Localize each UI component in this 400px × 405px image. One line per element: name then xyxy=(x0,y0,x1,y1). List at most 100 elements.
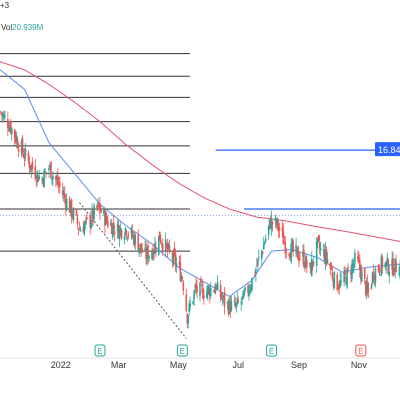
candle-body xyxy=(358,258,360,262)
candle-body xyxy=(387,259,390,274)
earnings-marker[interactable]: E xyxy=(355,344,367,357)
candle-body xyxy=(215,285,218,289)
candle-body xyxy=(299,258,301,260)
candle-body xyxy=(151,252,153,259)
candle-body xyxy=(118,227,121,240)
candle-body xyxy=(7,118,9,129)
candle-body xyxy=(126,237,129,239)
candle-body xyxy=(359,267,362,280)
candle-body xyxy=(281,227,284,232)
candle-body xyxy=(250,287,252,292)
candle-body xyxy=(189,303,191,307)
candle-body xyxy=(201,284,203,287)
candle-body xyxy=(241,296,243,299)
candle-body xyxy=(117,225,120,239)
candle-body xyxy=(138,248,141,254)
candle-body xyxy=(347,267,349,270)
candle-body xyxy=(306,260,308,267)
trend-line[interactable] xyxy=(79,202,187,339)
candle-body xyxy=(75,209,78,216)
candle-body xyxy=(222,295,225,298)
price-badge-text: 16.84 xyxy=(378,145,400,155)
x-axis-tick-label: Jul xyxy=(232,360,244,370)
candle-body xyxy=(372,271,375,280)
candle-body xyxy=(164,239,167,252)
candle-body xyxy=(13,129,16,139)
candle-body xyxy=(83,224,86,235)
candle-body xyxy=(340,280,342,283)
candle-body xyxy=(200,278,202,283)
candle-body xyxy=(317,235,320,241)
candle-body xyxy=(330,266,333,270)
candle-body xyxy=(261,251,264,253)
candle-body xyxy=(42,179,44,185)
candle-body xyxy=(133,235,136,246)
candle-body xyxy=(343,272,345,283)
candle-body xyxy=(282,231,285,245)
candle-body xyxy=(134,234,137,245)
candle-body xyxy=(338,285,341,289)
candle-body xyxy=(23,154,26,159)
candle-body xyxy=(116,223,119,232)
earnings-marker-box xyxy=(266,344,278,357)
candle-body xyxy=(336,274,339,291)
candle-body xyxy=(371,272,374,283)
candle-body xyxy=(139,243,141,250)
candle-body xyxy=(159,239,162,244)
candle-body xyxy=(78,228,81,230)
candle-body xyxy=(153,252,155,255)
candle-body xyxy=(363,268,366,279)
candle-body xyxy=(38,176,41,180)
candle-body xyxy=(148,255,150,259)
candle-body xyxy=(278,227,281,231)
candle-body xyxy=(147,245,149,260)
candle-body xyxy=(229,301,232,313)
candle-body xyxy=(315,241,318,266)
earnings-marker[interactable]: E xyxy=(266,344,278,357)
candle-body xyxy=(262,244,265,250)
earnings-marker[interactable]: E xyxy=(94,344,106,357)
candle-body xyxy=(350,271,352,276)
candle-body xyxy=(324,249,327,265)
candle-body xyxy=(140,243,142,251)
candle-body xyxy=(216,281,219,290)
candle-body xyxy=(242,291,244,300)
candle-body xyxy=(311,261,314,266)
candle-body xyxy=(352,263,354,267)
candle-body xyxy=(339,279,341,287)
candle-body xyxy=(323,250,326,262)
candle-body xyxy=(318,242,321,249)
candle-body xyxy=(331,272,334,279)
candle-body xyxy=(68,198,71,213)
candle-body xyxy=(31,162,34,169)
candle-body xyxy=(71,213,74,218)
candle-body xyxy=(172,251,175,265)
volume-readout: Vol20.939M xyxy=(1,23,44,32)
candle-body xyxy=(393,273,395,275)
candle-body xyxy=(77,228,80,230)
candle-body xyxy=(297,246,299,260)
x-axis-tick-label: May xyxy=(170,360,188,370)
earnings-marker[interactable]: E xyxy=(176,344,188,357)
candle-body xyxy=(130,228,133,234)
candle-body xyxy=(247,286,249,293)
candle-body xyxy=(292,240,294,253)
candle-body xyxy=(119,227,122,231)
candle-body xyxy=(223,292,226,307)
candle-body xyxy=(62,192,65,196)
candle-body xyxy=(166,243,169,252)
candle-body xyxy=(22,154,25,158)
candle-body xyxy=(277,222,280,231)
candle-body xyxy=(180,275,183,282)
candle-body xyxy=(234,303,237,307)
candle-body xyxy=(120,229,123,238)
candle-body xyxy=(171,252,174,261)
candle-body xyxy=(96,205,98,209)
candle-body xyxy=(103,209,105,214)
candle-body xyxy=(309,262,312,274)
candle-body xyxy=(141,248,143,253)
candle-body xyxy=(105,213,107,225)
candle-body xyxy=(97,201,99,207)
candle-body xyxy=(264,238,267,242)
candle-body xyxy=(271,221,274,225)
